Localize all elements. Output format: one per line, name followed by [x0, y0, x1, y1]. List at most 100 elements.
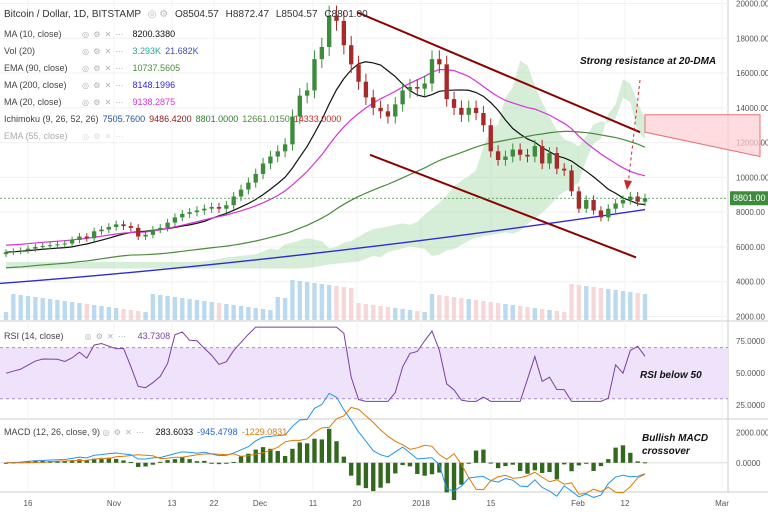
volume-bar [525, 307, 530, 320]
volume-bar [503, 304, 508, 320]
legend-row[interactable]: MA (200, close) ◎ ⚙ ✕ ⋯ 8148.1996 [4, 80, 175, 90]
ohlc-low: L8504.57 [275, 9, 318, 20]
macd-histogram-bar [268, 448, 273, 463]
macd-histogram-bar [113, 458, 119, 463]
candle-body [55, 244, 60, 246]
macd-histogram-bar [547, 462, 552, 473]
macd-histogram-bar [77, 459, 82, 463]
macd-histogram-bar [187, 459, 192, 463]
legend-value: 10737.5605 [132, 63, 181, 73]
candle-body [143, 234, 148, 237]
candle-body [158, 227, 163, 230]
candle-body [525, 154, 530, 157]
legend-controls[interactable]: ◎ ⚙ ✕ ⋯ [82, 81, 125, 90]
price-tick-label: 14000.00 [736, 104, 768, 113]
price-tick-label: 20000.00 [736, 0, 768, 8]
ema90-line [5, 130, 646, 269]
header-controls[interactable]: ◎ ⚙ [147, 9, 169, 20]
x-tick-label: 20 [353, 499, 362, 508]
signal-line [6, 406, 646, 495]
legend-row[interactable]: Vol (20) ◎ ⚙ ✕ ⋯ 3.293K 21.682K [4, 46, 199, 56]
volume-bar [55, 300, 60, 320]
legend-controls[interactable]: ◎ ⚙ ✕ ⋯ [82, 132, 125, 141]
candle-body [238, 189, 244, 197]
candle-body [224, 205, 229, 209]
candle-body [194, 210, 200, 213]
macd-histogram-bar [231, 461, 236, 463]
candle-body [539, 146, 545, 164]
volume-bar [47, 299, 53, 320]
candle-body [246, 182, 251, 190]
x-tick-label: Mar [715, 499, 729, 508]
macd-line [5, 392, 646, 498]
candle-body [393, 104, 398, 117]
macd-histogram-bar [378, 462, 383, 488]
volume-bar [547, 310, 552, 320]
last-price-text: 8801.00 [733, 193, 766, 203]
legend-controls[interactable]: ◎ ⚙ ✕ ⋯ [82, 64, 125, 73]
candle-body [378, 107, 383, 112]
price-tick-label: 8000.00 [736, 208, 765, 217]
price-tick-label: 16000.00 [736, 69, 768, 78]
volume-bar [84, 304, 89, 320]
legend-value: 8148.1996 [132, 80, 176, 90]
macd-histogram-bar [488, 462, 493, 464]
legend-controls[interactable]: ◎ ⚙ ✕ ⋯ [82, 98, 125, 107]
rsi-line [5, 326, 646, 402]
price-tick-label: 10000.00 [736, 173, 768, 182]
volume-bar [180, 298, 185, 320]
macd-histogram-bar [415, 462, 420, 474]
volume-bar [202, 301, 207, 320]
volume-bar [407, 310, 413, 320]
rsi-legend-value: 43.7308 [137, 331, 171, 341]
support-trendline [369, 153, 637, 259]
volume-bar [172, 297, 178, 320]
candle-body [25, 248, 31, 251]
volume-bar [510, 305, 515, 320]
macd-histogram-bar [576, 462, 582, 466]
volume-bar [143, 312, 148, 320]
macd-histogram-bar [451, 462, 457, 501]
candle-body [47, 245, 53, 247]
candle-body [62, 243, 67, 245]
legend-row[interactable]: EMA (90, close) ◎ ⚙ ✕ ⋯ 10737.5605 [4, 63, 180, 73]
price-tick-label: 6000.00 [736, 243, 765, 252]
volume-bar [77, 303, 82, 320]
macd-histogram-bar [584, 462, 589, 464]
macd-histogram-bar [642, 462, 648, 464]
macd-histogram-bar [238, 456, 244, 463]
macd-histogram-bar [525, 462, 530, 474]
candle-body [635, 196, 640, 202]
volume-bar [312, 283, 317, 320]
volume-bar [415, 311, 420, 320]
candle-body [459, 107, 464, 115]
macd-legend-value: -1229.0831 [241, 427, 288, 437]
legend-row[interactable]: Ichimoku (9, 26, 52, 26) 7505.7600 9486.42… [4, 114, 341, 124]
volume-bar [231, 305, 236, 320]
candle-body [136, 227, 141, 237]
legend-controls[interactable]: ◎ ⚙ ✕ ⋯ [82, 47, 125, 56]
macd-histogram-bar [400, 462, 405, 466]
volume-bar [69, 302, 75, 320]
volume-bar [437, 295, 442, 320]
macd-histogram-bar [25, 461, 31, 463]
macd-histogram-bar [84, 460, 89, 463]
macd-histogram-bar [356, 462, 361, 486]
legend-value: 12661.0150 [242, 114, 290, 124]
macd-histogram-bar [297, 442, 302, 463]
macd-legend-controls[interactable]: ◎ ⚙ ✕ ⋯ [102, 428, 146, 437]
candle-body [562, 168, 567, 171]
legend-row[interactable]: MA (10, close) ◎ ⚙ ✕ ⋯ 8200.3380 [4, 29, 175, 39]
legend-row[interactable]: EMA (55, close) ◎ ⚙ ✕ ⋯ [4, 131, 129, 141]
legend-controls[interactable]: ◎ ⚙ ✕ ⋯ [82, 30, 125, 39]
candle-body [128, 226, 134, 228]
volume-bar [539, 309, 545, 320]
rsi-legend-controls[interactable]: ◎ ⚙ ✕ ⋯ [84, 332, 128, 341]
volume-bar [620, 291, 626, 320]
candle-body [106, 226, 112, 230]
candle-body [481, 113, 486, 126]
legend-label: MA (20, close) [4, 97, 62, 107]
legend-row[interactable]: MA (20, close) ◎ ⚙ ✕ ⋯ 9138.2875 [4, 97, 175, 107]
volume-bar [591, 287, 596, 320]
